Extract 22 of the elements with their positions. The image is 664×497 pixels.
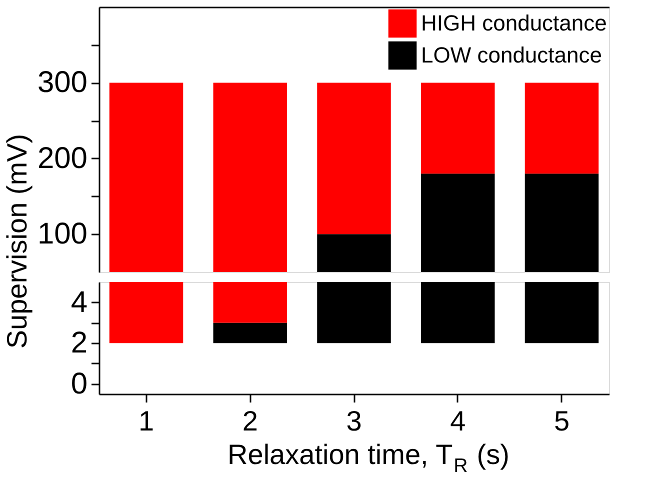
y-tick-label: 2 [70, 326, 88, 360]
x-tick-label: 2 [242, 406, 258, 436]
legend-label: HIGH conductance [421, 10, 607, 36]
bar [109, 82, 184, 272]
y-tick-label: 200 [37, 142, 88, 175]
x-tick-label: 3 [346, 406, 362, 436]
x-tick-label: 1 [138, 406, 154, 436]
y-tick-label: 0 [70, 367, 88, 400]
y-tick-label: 100 [37, 218, 88, 251]
bar [524, 82, 599, 174]
bar [420, 174, 495, 272]
x-tick-label: 5 [554, 406, 570, 436]
y-tick-label: 4 [70, 286, 88, 319]
y-axis-title: Supervision (mV) [1, 134, 32, 349]
legend-label: LOW conductance [421, 42, 602, 68]
x-tick-label: 4 [450, 406, 466, 436]
bar [213, 82, 288, 272]
bar [317, 82, 391, 234]
bar [420, 82, 495, 174]
y-tick-label: 300 [37, 66, 88, 100]
bar [317, 234, 391, 272]
bar [524, 174, 599, 272]
